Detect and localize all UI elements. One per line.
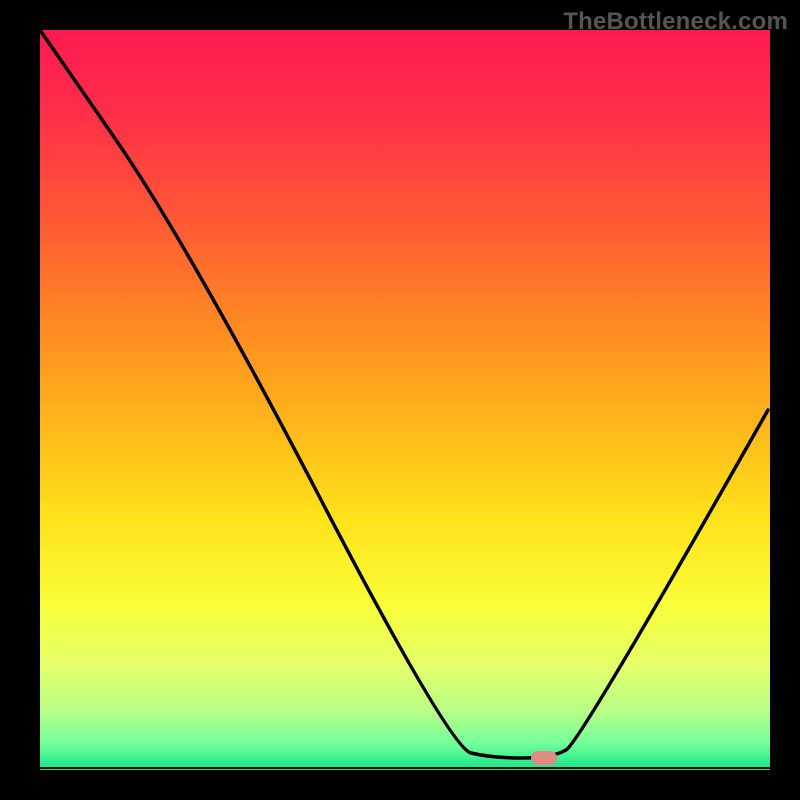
watermark-text: TheBottleneck.com: [563, 8, 788, 36]
bottleneck-chart: [0, 0, 800, 800]
optimal-marker: [531, 751, 557, 765]
chart-root: TheBottleneck.com: [0, 0, 800, 800]
